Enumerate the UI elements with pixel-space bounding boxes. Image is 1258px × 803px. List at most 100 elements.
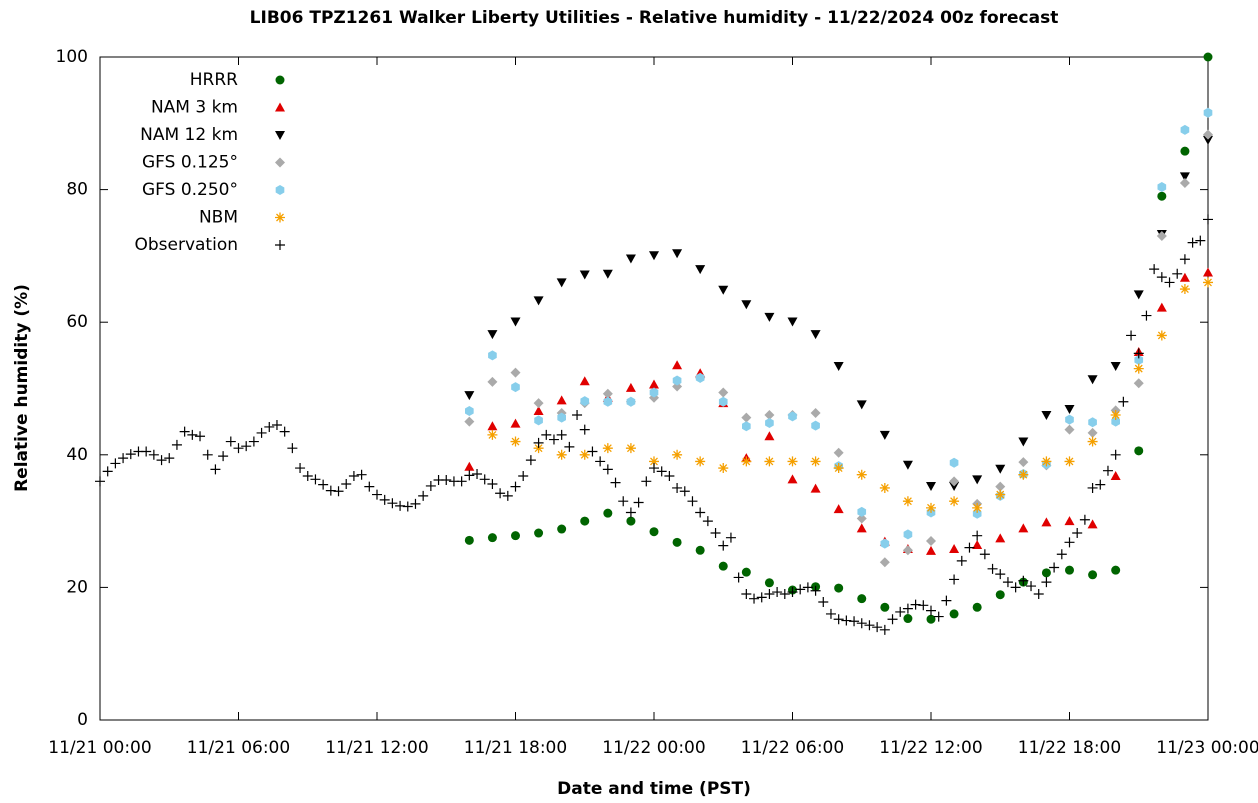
- data-point: [742, 421, 751, 432]
- legend-marker: [275, 157, 285, 168]
- data-point: [118, 453, 129, 464]
- y-axis-label: Relative humidity (%): [12, 284, 32, 492]
- data-point: [395, 500, 406, 511]
- data-point: [164, 453, 175, 464]
- data-point: [533, 437, 544, 448]
- legend-label: GFS 0.125°: [142, 153, 238, 173]
- data-point: [418, 490, 429, 501]
- data-point: [1018, 437, 1029, 447]
- data-point: [649, 251, 659, 261]
- data-point: [741, 300, 752, 310]
- data-point: [487, 533, 497, 543]
- data-point: [833, 504, 844, 514]
- data-point: [625, 382, 636, 392]
- legend-marker: [275, 131, 285, 140]
- data-point: [518, 471, 529, 482]
- data-point: [625, 443, 636, 454]
- legend-marker: [275, 212, 285, 223]
- data-point: [718, 463, 729, 474]
- data-point: [764, 431, 775, 441]
- data-point: [926, 605, 936, 616]
- data-point: [810, 483, 821, 493]
- data-point: [710, 528, 721, 539]
- data-point: [587, 446, 598, 457]
- data-point: [1041, 517, 1052, 527]
- data-point: [672, 449, 683, 460]
- x-axis-label: Date and time (PST): [557, 779, 751, 799]
- data-point: [510, 481, 521, 492]
- data-point: [949, 457, 959, 468]
- data-point: [856, 513, 867, 524]
- data-point: [241, 441, 252, 452]
- data-point: [1010, 582, 1021, 593]
- data-point: [664, 471, 675, 482]
- data-point: [987, 563, 998, 574]
- y-tick-label: 40: [66, 445, 88, 465]
- legend-marker: [275, 240, 285, 250]
- data-point: [1087, 436, 1098, 447]
- data-point: [841, 615, 852, 626]
- data-point: [1203, 277, 1213, 288]
- data-point: [926, 481, 936, 491]
- data-point: [333, 486, 344, 497]
- data-point: [510, 367, 521, 378]
- data-point: [1018, 523, 1029, 533]
- data-point: [548, 434, 559, 445]
- data-point: [672, 482, 683, 493]
- data-point: [1134, 354, 1144, 365]
- data-point: [672, 375, 682, 386]
- data-point: [810, 585, 821, 596]
- data-point: [487, 330, 498, 340]
- data-point: [595, 456, 606, 467]
- data-point: [603, 396, 613, 407]
- y-tick-label: 80: [66, 180, 88, 200]
- data-point: [995, 481, 1006, 492]
- data-point: [372, 489, 382, 500]
- data-point: [972, 602, 982, 612]
- data-point: [949, 481, 960, 491]
- data-point: [695, 545, 705, 555]
- data-point: [856, 618, 867, 629]
- data-point: [856, 400, 867, 410]
- data-point: [995, 533, 1006, 543]
- data-point: [695, 507, 706, 518]
- data-point: [802, 582, 813, 593]
- data-point: [1088, 417, 1097, 428]
- data-point: [510, 317, 521, 327]
- data-point: [765, 417, 774, 428]
- data-point: [1064, 456, 1075, 467]
- data-point: [902, 603, 913, 614]
- data-point: [556, 449, 567, 460]
- data-point: [1179, 177, 1190, 188]
- data-point: [1149, 264, 1160, 275]
- data-point: [679, 486, 690, 497]
- data-point: [718, 285, 729, 295]
- data-point: [1087, 482, 1098, 493]
- data-point: [602, 388, 613, 399]
- data-point: [1110, 471, 1121, 481]
- data-point: [488, 350, 497, 361]
- data-point: [341, 478, 352, 489]
- legend-label: NBM: [199, 208, 238, 228]
- data-point: [941, 595, 952, 606]
- data-point: [171, 439, 182, 450]
- data-point: [1041, 456, 1052, 467]
- data-point: [1164, 277, 1175, 288]
- data-point: [264, 421, 275, 432]
- data-point: [1203, 214, 1213, 225]
- data-point: [610, 477, 621, 488]
- legend-label: NAM 12 km: [140, 125, 238, 145]
- data-point: [348, 471, 359, 482]
- data-point: [1111, 565, 1121, 575]
- data-point: [564, 441, 575, 452]
- data-point: [949, 543, 960, 553]
- data-point: [926, 535, 936, 546]
- data-point: [1133, 348, 1144, 359]
- data-point: [926, 614, 936, 624]
- data-point: [864, 620, 875, 631]
- data-point: [633, 497, 644, 508]
- data-point: [795, 584, 806, 595]
- data-point: [856, 469, 867, 480]
- data-point: [202, 449, 213, 460]
